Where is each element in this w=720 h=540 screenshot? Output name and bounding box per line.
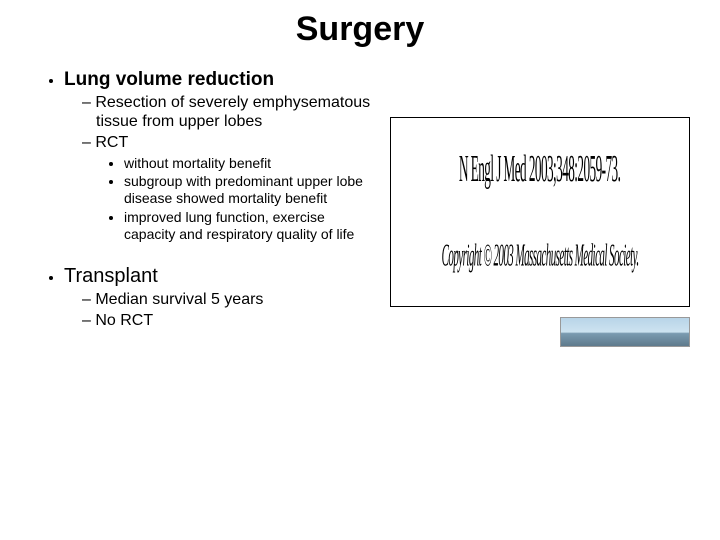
decorative-landscape-image <box>560 317 690 347</box>
bullet-column: Lung volume reduction Resection of sever… <box>40 69 380 347</box>
citation-box: N Engl J Med 2003;348:2059-73. Copyright… <box>390 117 690 307</box>
citation-copyright: Copyright © 2003 Massachusetts Medical S… <box>442 238 639 275</box>
rct-improved: improved lung function, exercise capacit… <box>124 209 380 243</box>
lvr-rct-label: RCT <box>95 134 128 151</box>
transplant-norct: No RCT <box>82 311 380 330</box>
rct-no-mortality: without mortality benefit <box>124 155 380 172</box>
lvr-sub-rct: RCT without mortality benefit subgroup w… <box>82 133 380 242</box>
bullet-lvr-label: Lung volume reduction <box>64 69 274 90</box>
citation-journal: N Engl J Med 2003;348:2059-73. <box>459 148 620 191</box>
content-area: Lung volume reduction Resection of sever… <box>0 69 720 347</box>
transplant-median: Median survival 5 years <box>82 290 380 309</box>
lvr-sub-resection: Resection of severely emphysematous tiss… <box>82 93 380 131</box>
rct-subgroup: subgroup with predominant upper lobe dis… <box>124 173 380 207</box>
bullet-transplant-label: Transplant <box>64 265 158 287</box>
slide-title: Surgery <box>0 0 720 69</box>
citation-column: N Engl J Med 2003;348:2059-73. Copyright… <box>380 69 690 347</box>
bullet-transplant: Transplant Median survival 5 years No RC… <box>64 265 380 330</box>
bullet-lvr: Lung volume reduction Resection of sever… <box>64 69 380 243</box>
